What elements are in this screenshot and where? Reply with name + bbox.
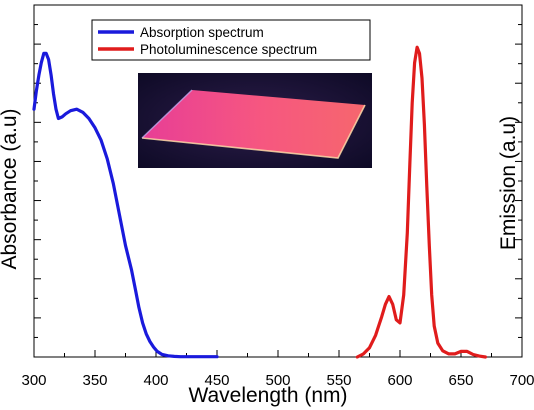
legend-label-absorption: Absorption spectrum [140,25,264,40]
x-tick-label: 300 [21,372,46,389]
x-tick-label: 550 [326,372,351,389]
x-tick-label: 650 [448,372,473,389]
x-tick-labels: 300 350 400 450 500 550 600 650 700 [21,372,534,389]
y-axis-title-left: Absorbance (a.u) [0,108,21,269]
legend: Absorption spectrum Photoluminescence sp… [91,19,371,61]
x-tick-label: 400 [143,372,168,389]
series-line-absorption [32,51,219,359]
plot-area: 300 350 400 450 500 550 600 650 700 [21,4,534,389]
series-line-photoluminescence [355,45,487,359]
inset-photo [138,73,372,168]
x-tick-label: 350 [82,372,107,389]
x-tick-label: 700 [509,372,534,389]
x-tick-label: 600 [387,372,412,389]
x-axis-title: Wavelength (nm) [188,384,347,407]
legend-box [91,19,371,61]
series-layer [32,45,487,359]
x-tick-label: 500 [265,372,290,389]
x-tick-label: 450 [204,372,229,389]
legend-label-photoluminescence: Photoluminescence spectrum [140,42,317,57]
y-axis-title-right: Emission (a.u) [497,116,520,250]
